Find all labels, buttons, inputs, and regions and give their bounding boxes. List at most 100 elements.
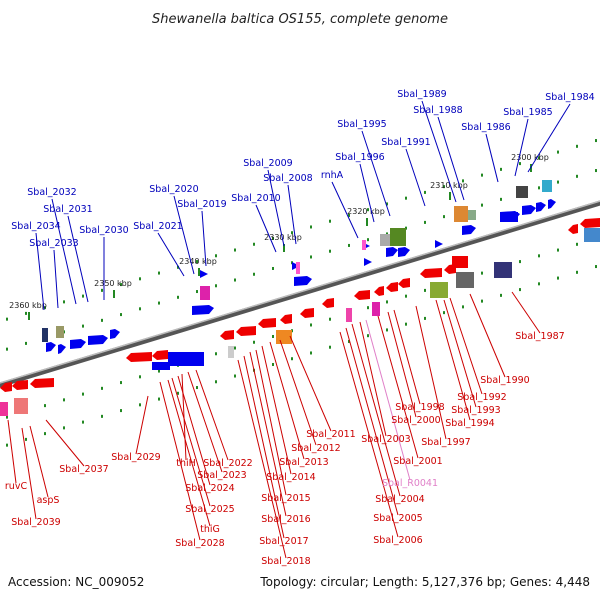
tick-dot-lower: [538, 282, 540, 286]
genome-backbone: [0, 200, 600, 388]
tick-dot-upper: [557, 150, 559, 154]
forward-gene-arrow: [386, 247, 398, 257]
reverse-gene-arrow: [580, 218, 600, 228]
gene-block-pink: [362, 240, 366, 250]
tick-dot-upper: [234, 248, 236, 252]
reverse-gene-arrow: [258, 318, 276, 328]
tick-dot-lower: [481, 299, 483, 303]
reverse-gene-label: thiH: [176, 458, 196, 469]
tick-dot-inner-lower: [367, 306, 369, 310]
tick-dot-upper: [291, 231, 293, 235]
forward-gene-label: Sbal_2033: [29, 238, 78, 249]
forward-gene-leader: [514, 118, 529, 177]
tick-dot-lower: [82, 420, 84, 424]
reverse-gene-label: Sbal_2017: [259, 536, 308, 547]
tick-dot-lower: [215, 380, 217, 384]
forward-gene-arrow: [364, 258, 372, 266]
tick-dot-inner-lower: [82, 392, 84, 396]
gene-block-magenta: [372, 302, 380, 316]
gene-block: [452, 256, 468, 268]
forward-gene-leader: [361, 130, 391, 217]
forward-gene-arrow: [548, 199, 556, 209]
reverse-gene-label: thiG: [200, 524, 220, 535]
tick-dot-inner-lower: [101, 386, 103, 390]
forward-gene-arrow: [398, 247, 410, 257]
scale-tick-label: 2310 kbp: [430, 181, 468, 190]
reverse-gene-label: Sbal_2039: [11, 517, 60, 528]
reverse-gene-leader: [279, 339, 317, 446]
tick-dot-lower: [196, 386, 198, 390]
tick-dot-upper: [139, 277, 141, 281]
forward-gene-leader: [437, 116, 465, 201]
reverse-gene-leader: [393, 309, 421, 405]
forward-gene-leader: [157, 232, 185, 277]
reverse-gene-leader: [249, 351, 287, 517]
reverse-gene-leader: [177, 375, 211, 486]
forward-gene-label: rnhA: [321, 170, 344, 181]
forward-gene-label: Sbal_2031: [43, 204, 92, 215]
reverse-gene-label: Sbal_2012: [291, 443, 340, 454]
forward-gene-arrow: [88, 335, 108, 345]
gene-block-light: [584, 228, 600, 242]
tick-dot-inner-lower: [272, 334, 274, 338]
forward-gene-label: Sbal_1985: [503, 107, 552, 118]
reverse-gene-label: Sbal_1994: [445, 418, 494, 429]
reverse-gene-label: Sbal_2024: [185, 483, 234, 494]
reverse-gene-label: Sbal_2004: [375, 494, 424, 505]
tick-dot-inner-lower: [405, 294, 407, 298]
tick-dot-inner-lower: [576, 242, 578, 246]
tick-dot-inner-lower: [310, 323, 312, 327]
tick-dot-upper: [44, 306, 46, 310]
tick-dot-inner-upper: [538, 186, 540, 190]
tick-dot-inner-lower: [215, 352, 217, 356]
gene-block-grey: [380, 234, 390, 246]
tick-dot-upper: [101, 288, 103, 292]
tick-dot-inner-lower: [481, 271, 483, 275]
forward-gene-label: Sbal_2021: [133, 221, 182, 232]
tick-dot-upper: [120, 283, 122, 287]
forward-gene-leader: [67, 215, 89, 303]
forward-gene-leader: [35, 232, 45, 311]
reverse-gene-label: Sbal_2014: [266, 472, 315, 483]
gene-features: [0, 180, 600, 416]
reverse-gene-label: Sbal_1987: [515, 331, 564, 342]
tick-dot-lower: [500, 293, 502, 297]
tick-dot-inner-lower: [424, 288, 426, 292]
gene-block-grey: [516, 186, 528, 198]
reverse-gene-leader: [351, 323, 401, 497]
forward-gene-arrow: [462, 225, 476, 235]
gene-block: [500, 212, 518, 222]
genome-backbone-highlight: [0, 200, 600, 384]
tick-dot-inner-upper: [215, 284, 217, 288]
tick-dot-lower: [44, 432, 46, 436]
tick-dot-inner-upper: [158, 301, 160, 305]
reverse-gene-label: Sbal_2029: [111, 452, 160, 463]
map-title: Shewanella baltica OS155, complete genom…: [152, 12, 448, 27]
tick-dot-lower: [139, 403, 141, 407]
reverse-gene-label: Sbal_2013: [279, 457, 328, 468]
accession-text: Accession: NC_009052: [8, 575, 144, 589]
reverse-gene-label: Sbal_1993: [451, 405, 500, 416]
reverse-gene-leader: [135, 395, 149, 455]
tick-dot-inner-upper: [196, 290, 198, 294]
forward-gene-label: Sbal_2019: [177, 199, 226, 210]
tick-dot-lower: [367, 334, 369, 338]
reverse-gene-leader: [345, 327, 399, 516]
tick-dot-upper: [196, 260, 198, 264]
tick-dot-lower: [443, 311, 445, 315]
tick-dot-lower: [177, 391, 179, 395]
tick-dot-inner-upper: [234, 278, 236, 282]
tick-dot-lower: [234, 374, 236, 378]
scale-tick-mark: [198, 268, 200, 276]
reverse-gene-leader: [339, 331, 399, 538]
reverse-gene-label: Sbal_2028: [175, 538, 224, 549]
tick-dot-inner-upper: [329, 249, 331, 253]
tick-dot-inner-upper: [500, 197, 502, 201]
reverse-gene-leader: [237, 359, 287, 559]
tick-dot-upper: [443, 185, 445, 189]
tick-dot-inner-lower: [329, 317, 331, 321]
reverse-gene-leader: [469, 293, 506, 378]
tick-dot-inner-lower: [63, 398, 65, 402]
reverse-gene-leader: [45, 419, 85, 467]
